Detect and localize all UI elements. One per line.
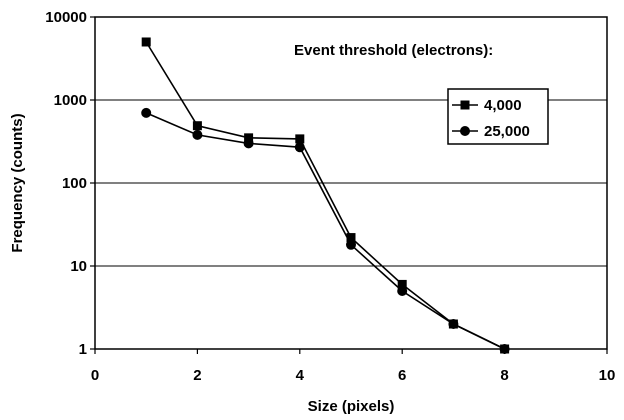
x-tick-label: 2 [193,367,201,384]
x-axis-title: Size (pixels) [308,398,395,415]
series-line [145,41,505,350]
x-tick-label: 8 [500,367,508,384]
legend-label: 25,000 [484,123,530,140]
legend: 4,000 25,000 [452,97,530,140]
legend-label: 4,000 [484,97,522,114]
data-point-square [346,233,356,243]
data-point-circle [397,285,408,296]
data-point-circle [192,129,203,140]
data-point-circle [141,107,152,118]
x-tick-label: 6 [398,367,406,384]
data-point-square [192,121,202,131]
x-tick-label: 10 [599,367,616,384]
legend-entry: 4,000 [452,97,522,114]
data-point-square [141,37,151,47]
data-series [141,37,510,354]
y-tick-label: 100 [62,175,87,192]
y-tick-label: 10 [70,258,87,275]
x-axis-ticks: 0 2 4 6 8 10 [91,349,616,384]
y-axis-title: Frequency (counts) [9,113,26,252]
data-point-circle [294,142,305,153]
data-point-circle [448,319,459,330]
legend-entry: 25,000 [452,123,530,140]
x-tick-label: 0 [91,367,99,384]
data-point-square [244,133,254,143]
data-point-circle [460,126,470,136]
x-tick-label: 4 [296,367,305,384]
data-point-square [295,134,305,144]
data-point-circle [243,138,254,149]
series-line [145,112,505,350]
y-tick-label: 1000 [54,92,87,109]
y-tick-label: 10000 [45,9,87,26]
y-axis-ticks: 1 10 100 1000 10000 [45,9,95,358]
y-tick-label: 1 [79,341,87,358]
series-2 [141,107,510,354]
legend-title: Event threshold (electrons): [294,42,493,59]
data-point-circle [499,344,510,354]
data-point-circle [346,239,356,250]
data-point-square [460,100,470,110]
data-point-square [397,279,407,289]
